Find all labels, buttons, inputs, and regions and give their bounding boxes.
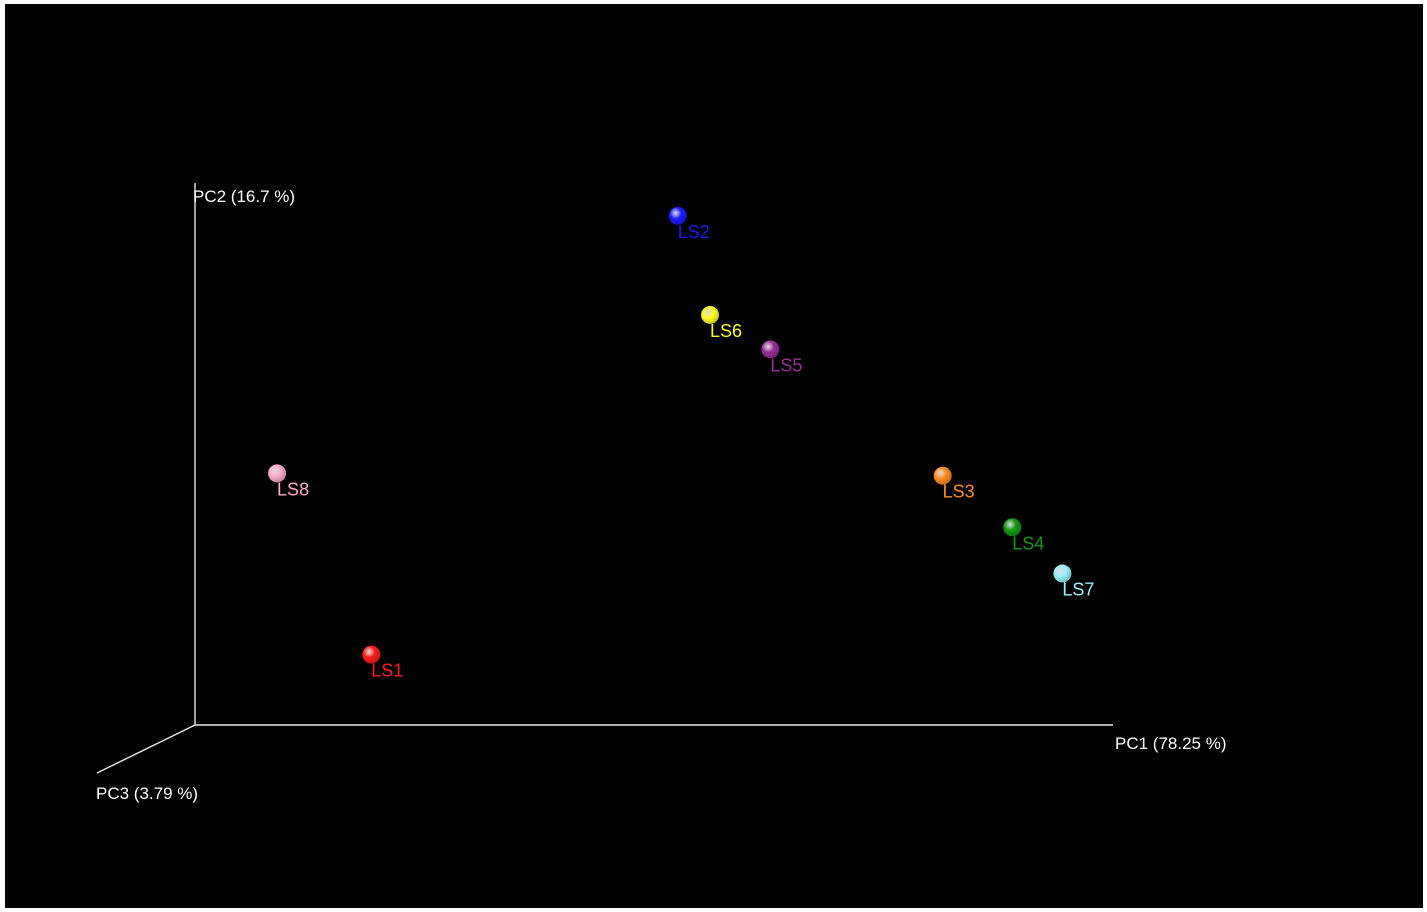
plot-frame [5, 4, 1423, 908]
point-label-ls7: LS7 [1062, 580, 1094, 600]
point-label-ls4: LS4 [1012, 533, 1044, 553]
point-label-ls6: LS6 [710, 321, 742, 341]
point-ls2 [668, 206, 687, 225]
point-label-ls5: LS5 [770, 355, 802, 375]
point-ls1 [362, 645, 381, 664]
point-label-ls8: LS8 [277, 479, 309, 499]
point-ls6 [701, 305, 720, 324]
pc3-axis-label: PC3 (3.79 %) [96, 784, 198, 803]
point-ls4 [1003, 518, 1022, 537]
point-label-ls2: LS2 [678, 222, 710, 242]
point-ls7 [1053, 564, 1072, 583]
point-label-ls3: LS3 [943, 482, 975, 502]
pc1-axis-label: PC1 (78.25 %) [1115, 734, 1227, 753]
points-group: LS1 LS2 LS3 LS4 LS5 LS6 LS7 LS8 [268, 206, 1094, 681]
point-ls8 [268, 464, 287, 483]
axes-group: PC1 (78.25 %) PC2 (16.7 %) PC3 (3.79 %) [96, 183, 1227, 803]
point-ls3 [933, 466, 952, 485]
pc2-axis-label: PC2 (16.7 %) [193, 187, 295, 206]
point-label-ls1: LS1 [371, 661, 403, 681]
pc3-axis-line [96, 724, 196, 774]
point-ls5 [761, 340, 780, 359]
